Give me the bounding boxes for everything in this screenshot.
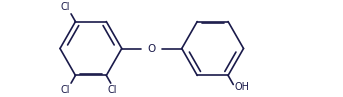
Text: OH: OH bbox=[235, 82, 250, 92]
Text: Cl: Cl bbox=[107, 85, 117, 95]
Text: Cl: Cl bbox=[60, 2, 70, 12]
Text: Cl: Cl bbox=[60, 85, 70, 95]
Text: O: O bbox=[147, 43, 156, 54]
